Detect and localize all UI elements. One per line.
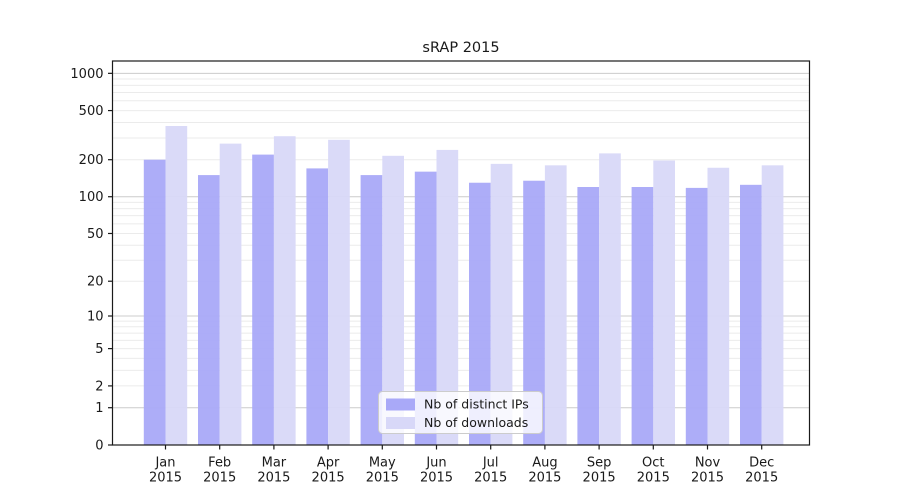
legend-box [378, 391, 543, 434]
bar-downloads-sep [599, 153, 621, 445]
bar-downloads-dec [761, 165, 784, 445]
y-tick-label: 50 [87, 227, 104, 242]
chart-title: sRAP 2015 [422, 40, 499, 56]
x-tick-label-month: Mar [262, 456, 287, 471]
bar-distinct-ips-feb [198, 175, 220, 445]
y-tick-label: 1000 [70, 67, 103, 82]
x-tick-label-year: 2015 [583, 471, 616, 486]
x-tick-label-month: Sep [587, 456, 612, 471]
bar-distinct-ips-sep [577, 187, 600, 446]
bar-downloads-mar [273, 136, 296, 445]
bar-distinct-ips-mar [252, 154, 274, 445]
bar-downloads-oct [653, 160, 675, 446]
y-tick-label: 2 [95, 379, 103, 394]
x-tick-label-year: 2015 [312, 471, 345, 486]
x-tick-label-month: Dec [749, 456, 774, 471]
y-tick-label: 20 [87, 275, 104, 290]
x-tick-label-month: Aug [532, 456, 557, 471]
x-tick-label-month: Jul [482, 456, 499, 471]
bar-distinct-ips-jan [143, 159, 166, 445]
legend-label-downloads: Nb of downloads [424, 415, 528, 430]
x-tick-label-year: 2015 [474, 471, 507, 486]
bar-distinct-ips-nov [685, 187, 708, 445]
bars-layer [143, 126, 784, 446]
legend: Nb of distinct IPs Nb of downloads [378, 391, 543, 434]
bar-distinct-ips-apr [306, 168, 329, 445]
x-tick-label-year: 2015 [366, 471, 399, 486]
bar-distinct-ips-jun [414, 171, 437, 445]
bar-downloads-jul [490, 163, 513, 446]
bar-downloads-jun [436, 149, 459, 445]
x-tick-label-month: Feb [208, 456, 231, 471]
bar-downloads-apr [328, 139, 350, 445]
x-tick-label-year: 2015 [257, 471, 290, 486]
bar-downloads-jan [165, 126, 188, 446]
bar-downloads-nov [707, 167, 730, 445]
x-tick-label-month: Jan [154, 456, 175, 471]
plot-border [111, 60, 811, 446]
y-tick-label: 10 [87, 310, 104, 325]
bar-distinct-ips-aug [523, 180, 545, 445]
x-tick-label-year: 2015 [691, 471, 724, 486]
legend-label-distinct-ips: Nb of distinct IPs [424, 397, 529, 412]
bar-distinct-ips-jul [469, 182, 491, 445]
legend-swatch-distinct-ips [386, 398, 415, 411]
bar-distinct-ips-oct [631, 187, 654, 446]
x-tick-label-year: 2015 [149, 471, 182, 486]
x-tick-label-month: Jun [425, 456, 446, 471]
legend-swatch-downloads [386, 417, 415, 429]
x-tick-label-year: 2015 [203, 471, 236, 486]
x-tick-label-year: 2015 [528, 471, 561, 486]
x-tick-label-year: 2015 [637, 471, 670, 486]
y-tick-label: 0 [95, 439, 103, 454]
x-tick-label-year: 2015 [420, 471, 453, 486]
y-tick-label: 1 [95, 401, 103, 416]
y-tick-label: 500 [79, 104, 104, 119]
x-tick-label-month: May [369, 456, 396, 471]
x-tick-label-month: Nov [695, 456, 721, 471]
y-tick-label: 200 [79, 153, 104, 168]
x-tick-label-month: Oct [642, 456, 664, 471]
x-tick-label-month: Apr [317, 456, 340, 471]
y-tick-label: 100 [79, 190, 104, 205]
y-tick-label: 5 [95, 342, 103, 357]
bar-downloads-aug [544, 165, 567, 445]
x-tick-label-year: 2015 [745, 471, 778, 486]
bar-downloads-may [382, 155, 404, 445]
bar-distinct-ips-dec [740, 184, 762, 446]
axes-layer: 01251020501002005001000Jan2015Feb2015Mar… [70, 60, 811, 486]
bar-downloads-feb [219, 143, 242, 445]
bar-distinct-ips-may [360, 175, 383, 445]
